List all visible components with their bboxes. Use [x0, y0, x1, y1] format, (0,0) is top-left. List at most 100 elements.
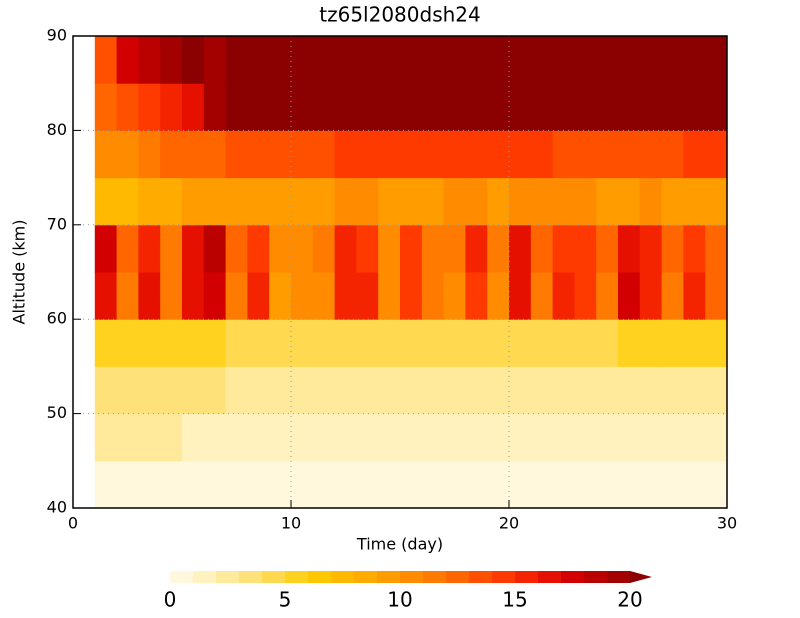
contour-cell — [618, 366, 641, 415]
contour-cell — [182, 366, 205, 415]
contour-cell — [356, 83, 379, 131]
contour-cell — [705, 460, 728, 509]
colorbar-box — [239, 571, 263, 583]
contour-cell — [312, 366, 336, 415]
contour-cell — [705, 83, 728, 131]
contour-cell — [661, 36, 684, 84]
contour-cell — [138, 130, 161, 179]
contour-cell — [618, 177, 641, 226]
contour-cell — [552, 36, 575, 84]
contour-cell — [225, 130, 248, 179]
contour-cell — [705, 36, 728, 84]
contour-cell — [530, 36, 554, 84]
contour-cell — [247, 224, 270, 273]
contour-cell — [443, 460, 466, 509]
contour-cell — [443, 130, 466, 179]
contour-cell — [116, 460, 139, 509]
contour-cell — [203, 177, 227, 226]
x-tick-label: 10 — [281, 514, 301, 533]
contour-cell — [465, 460, 488, 509]
contour-cell — [509, 36, 532, 84]
contour-cell — [269, 319, 292, 367]
x-axis-label: Time (day) — [356, 535, 443, 554]
contour-cell — [400, 272, 423, 320]
contour-cell — [160, 224, 183, 273]
contour-cell — [138, 83, 161, 131]
contour-cell — [291, 83, 314, 131]
colorbar-box — [285, 571, 309, 583]
contour-cell — [160, 130, 183, 179]
contour-cell — [530, 366, 554, 415]
colorbar-box — [262, 571, 286, 583]
contour-cell — [574, 83, 597, 131]
contour-cell — [312, 224, 336, 273]
contour-cell — [334, 272, 357, 320]
contour-cell — [487, 83, 510, 131]
contour-cell — [421, 130, 445, 179]
contour-cell — [203, 83, 227, 131]
contour-cell — [487, 272, 510, 320]
contour-cell — [247, 319, 270, 367]
contour-cell — [334, 36, 357, 84]
contour-cell — [94, 130, 118, 179]
contour-cell — [247, 460, 270, 509]
contour-cell — [618, 36, 641, 84]
contour-cell — [182, 413, 205, 462]
contour-cell — [247, 130, 270, 179]
contour-cell — [400, 413, 423, 462]
contour-cell — [312, 130, 336, 179]
contour-cell — [661, 366, 684, 415]
contour-cell — [116, 83, 139, 131]
contour-cell — [530, 83, 554, 131]
contour-cell — [639, 177, 663, 226]
contour-cell — [509, 319, 532, 367]
contour-cell — [639, 36, 663, 84]
colorbar-label: 5 — [279, 588, 292, 612]
contour-cell — [509, 224, 532, 273]
contour-cell — [225, 366, 248, 415]
contour-cell — [334, 224, 357, 273]
contour-cell — [182, 224, 205, 273]
contour-cell — [443, 224, 466, 273]
contour-cell — [596, 36, 619, 84]
contour-cell — [138, 36, 161, 84]
contour-cell — [203, 413, 227, 462]
contour-cell — [356, 177, 379, 226]
contour-cell — [443, 83, 466, 131]
y-tick-label: 90 — [47, 26, 67, 45]
contour-cell — [487, 319, 510, 367]
x-tick-label: 0 — [68, 514, 78, 533]
contour-cell — [465, 224, 488, 273]
contour-cell — [291, 413, 314, 462]
y-tick-label: 50 — [47, 403, 67, 422]
contour-cell — [160, 83, 183, 131]
contour-cell — [334, 130, 357, 179]
contour-cell — [509, 366, 532, 415]
contour-cell — [356, 413, 379, 462]
contour-cell — [661, 130, 684, 179]
contour-cell — [530, 130, 554, 179]
contour-cell — [356, 460, 379, 509]
contour-cell — [225, 36, 248, 84]
contour-cell — [574, 130, 597, 179]
y-axis-label: Altitude (km) — [10, 220, 29, 325]
contour-cell — [443, 319, 466, 367]
contour-cell — [443, 36, 466, 84]
contour-cell — [269, 177, 292, 226]
contour-cell — [487, 366, 510, 415]
contour-cell — [661, 224, 684, 273]
contour-cell — [378, 224, 401, 273]
contour-cell — [705, 413, 728, 462]
contour-cell — [378, 460, 401, 509]
contour-cell — [291, 130, 314, 179]
contour-cell — [596, 130, 619, 179]
contour-cell — [421, 83, 445, 131]
contour-cell — [530, 224, 554, 273]
colorbar-box — [492, 571, 516, 583]
contour-cell — [465, 36, 488, 84]
contour-cell — [334, 366, 357, 415]
contour-cell — [160, 460, 183, 509]
contour-cell — [465, 413, 488, 462]
contour-cell — [421, 319, 445, 367]
contour-cell — [269, 130, 292, 179]
